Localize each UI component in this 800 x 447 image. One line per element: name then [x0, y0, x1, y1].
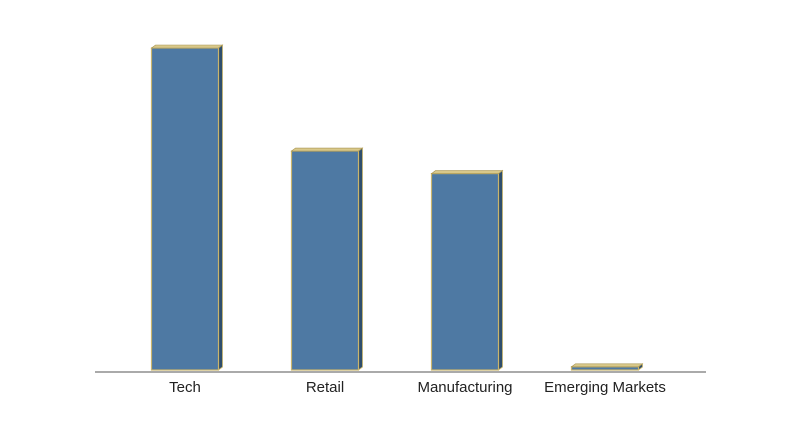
bar: [150, 44, 224, 371]
bar-front: [290, 150, 360, 371]
bar-side: [218, 44, 223, 371]
bar-top: [570, 363, 644, 368]
bar-top: [290, 147, 364, 152]
bar-front: [430, 172, 500, 371]
bar: [290, 147, 364, 371]
bar-top: [430, 170, 504, 174]
bar-front: [150, 47, 220, 371]
bar: [570, 362, 644, 371]
bar-side: [358, 147, 363, 371]
bar-top: [150, 44, 224, 49]
x-tick-label: Retail: [306, 379, 344, 396]
x-tick-label: Tech: [169, 379, 201, 396]
x-tick-label: Emerging Markets: [544, 379, 666, 396]
bar: [430, 169, 504, 371]
x-tick-label: Manufacturing: [417, 379, 512, 396]
bar-front: [570, 366, 640, 371]
bar-side: [498, 169, 503, 371]
